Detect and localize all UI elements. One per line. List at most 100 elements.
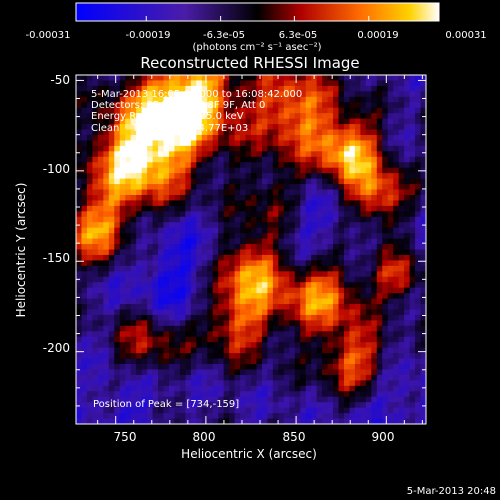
heatmap-cell [158, 385, 165, 392]
heatmap-cell [223, 282, 230, 289]
heatmap-cell [398, 216, 405, 223]
heatmap-cell [81, 380, 88, 387]
heatmap-cell [212, 244, 219, 251]
heatmap-cell [327, 211, 334, 218]
heatmap-cell [272, 151, 279, 158]
heatmap-cell [371, 298, 378, 305]
heatmap-cell [365, 205, 372, 212]
heatmap-cell [136, 314, 143, 321]
heatmap-cell [387, 254, 394, 261]
heatmap-cell [141, 369, 148, 376]
heatmap-cell [327, 184, 334, 191]
heatmap-cell [322, 102, 329, 109]
heatmap-cell [333, 385, 340, 392]
heatmap-cell [393, 178, 400, 185]
heatmap-cell [190, 184, 197, 191]
heatmap-cell [218, 244, 225, 251]
heatmap-cell [338, 200, 345, 207]
heatmap-cell [365, 194, 372, 202]
heatmap-cell [409, 189, 416, 196]
heatmap-cell [141, 380, 148, 387]
heatmap-cell [81, 173, 88, 180]
heatmap-cell [289, 178, 296, 185]
heatmap-cell [360, 320, 367, 327]
heatmap-cell [179, 173, 186, 180]
heatmap-cell [338, 396, 345, 403]
heatmap-cell [316, 265, 323, 272]
heatmap-cell [147, 156, 154, 163]
heatmap-cell [201, 287, 208, 294]
heatmap-cell [387, 167, 394, 174]
heatmap-cell [300, 413, 307, 420]
heatmap-cell [376, 178, 383, 185]
heatmap-cell [354, 260, 361, 267]
heatmap-cell [382, 173, 389, 180]
heatmap-cell [240, 145, 247, 152]
heatmap-cell [420, 413, 426, 420]
heatmap-cell [212, 134, 219, 142]
heatmap-cell [327, 80, 334, 87]
heatmap-cell [382, 189, 389, 196]
heatmap-cell [333, 298, 340, 305]
heatmap-cell [393, 418, 400, 424]
heatmap-cell [141, 391, 148, 398]
heatmap-cell [376, 380, 383, 387]
heatmap-cell [163, 162, 170, 169]
heatmap-cell [97, 238, 104, 245]
heatmap-cell [185, 113, 192, 120]
heatmap-cell [294, 347, 301, 354]
heatmap-cell [382, 129, 389, 136]
heatmap-cell [305, 293, 312, 300]
heatmap-cell [289, 184, 296, 191]
heatmap-cell [267, 254, 274, 261]
heatmap-cell [365, 96, 372, 103]
heatmap-cell [278, 407, 285, 414]
heatmap-cell [398, 134, 405, 142]
heatmap-cell [338, 107, 345, 114]
heatmap-cell [125, 124, 132, 131]
heatmap-cell [185, 233, 192, 240]
heatmap-cell [163, 293, 170, 300]
heatmap-cell [234, 347, 241, 354]
heatmap-cell [327, 189, 334, 196]
heatmap-cell [333, 184, 340, 191]
heatmap-cell [261, 314, 269, 321]
heatmap-cell [322, 276, 329, 283]
heatmap-cell [393, 222, 400, 229]
heatmap-cell [245, 216, 252, 223]
heatmap-cell [354, 293, 361, 300]
heatmap-cell [333, 80, 340, 87]
heatmap-cell [147, 222, 154, 229]
heatmap-cell [420, 271, 426, 278]
heatmap-cell [365, 287, 372, 294]
heatmap-cell [196, 293, 203, 300]
heatmap-cell [168, 145, 176, 152]
heatmap-cell [212, 129, 219, 136]
heatmap-cell [218, 369, 225, 376]
heatmap-cell [190, 102, 197, 109]
heatmap-cell [147, 260, 154, 267]
heatmap-cell [305, 254, 312, 261]
heatmap-cell [141, 331, 148, 338]
heatmap-cell [294, 298, 301, 305]
heatmap-cell [76, 249, 83, 256]
heatmap-cell [311, 413, 318, 420]
heatmap-cell [168, 320, 176, 327]
heatmap-cell [382, 238, 389, 245]
heatmap-cell [415, 227, 422, 234]
heatmap-cell [376, 282, 383, 289]
heatmap-cell [278, 364, 285, 371]
heatmap-cell [354, 124, 361, 131]
heatmap-cell [387, 380, 394, 387]
heatmap-cell [245, 298, 252, 305]
heatmap-cell [376, 107, 383, 114]
heatmap-cell [404, 276, 411, 283]
heatmap-cell [158, 75, 165, 82]
heatmap-cell [152, 85, 159, 92]
heatmap-cell [333, 91, 340, 98]
heatmap-cell [283, 353, 290, 360]
heatmap-cell [174, 238, 181, 245]
heatmap-cell [278, 385, 285, 392]
heatmap-cell [382, 151, 389, 158]
heatmap-cell [360, 227, 367, 234]
